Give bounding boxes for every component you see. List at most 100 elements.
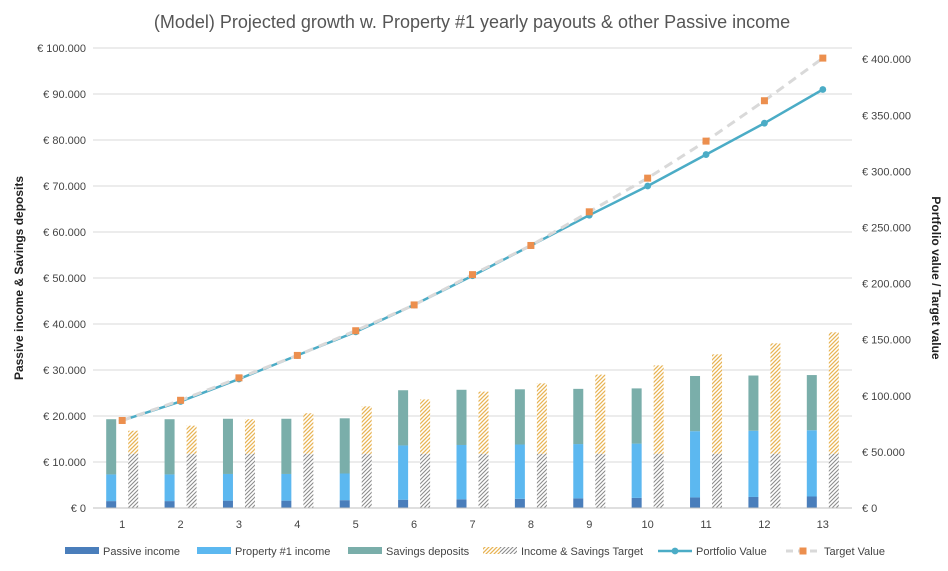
- savings-deposit-bar: [281, 418, 292, 474]
- lines-layer: [118, 54, 827, 424]
- savings-deposit-bar: [573, 388, 584, 445]
- savings-deposit-bar: [806, 375, 817, 431]
- x-tick-label: 11: [700, 519, 711, 531]
- target-base-bar: [128, 453, 139, 508]
- x-tick-label: 3: [236, 519, 242, 531]
- x-tick-label: 4: [294, 519, 300, 531]
- savings-deposit-bar: [456, 389, 467, 445]
- target-bar: [361, 406, 372, 454]
- passive-income-bar: [690, 497, 701, 508]
- property-income-bar: [631, 443, 642, 498]
- legend-portfolio-value: Portfolio Value: [658, 546, 767, 558]
- y-tick-label: € 80.000: [43, 135, 86, 147]
- property-income-bar: [806, 430, 817, 497]
- target-bar: [770, 343, 781, 454]
- target-bar: [128, 430, 139, 454]
- legend-label: Passive income: [103, 546, 180, 558]
- target-base-bar: [712, 453, 723, 508]
- savings-deposit-bar: [748, 375, 759, 431]
- target-value-point: [644, 174, 652, 182]
- legend-swatch: [348, 547, 382, 554]
- x-tick-label: 6: [411, 519, 417, 531]
- legend-swatch: [65, 547, 99, 554]
- property-income-bar: [281, 473, 292, 501]
- passive-income-bar: [806, 496, 817, 508]
- passive-income-bar: [339, 500, 350, 508]
- target-base-bar: [361, 453, 372, 508]
- target-bar: [303, 413, 314, 454]
- y-tick-label: € 70.000: [43, 181, 86, 193]
- portfolio-value-point: [702, 151, 710, 158]
- y-tick-label: € 20.000: [43, 411, 86, 423]
- target-bar: [828, 332, 839, 454]
- passive-income-bar: [573, 498, 584, 508]
- legend-label: Target Value: [824, 546, 885, 558]
- savings-deposit-bar: [222, 418, 233, 474]
- x-tick-label: 12: [758, 519, 770, 531]
- target-value-point: [469, 271, 476, 279]
- legend-label: Savings deposits: [386, 546, 470, 558]
- target-bar: [244, 419, 255, 454]
- target-value-point: [235, 374, 243, 382]
- legend-label: Portfolio Value: [696, 546, 767, 558]
- savings-deposit-bar: [106, 419, 117, 475]
- target-base-bar: [653, 453, 664, 508]
- target-bar: [420, 399, 431, 454]
- target-base-bar: [828, 453, 839, 508]
- target-base-bar: [186, 453, 197, 508]
- property-income-bar: [456, 444, 467, 500]
- y-tick-label: € 40.000: [43, 319, 86, 331]
- target-value-point: [177, 396, 185, 404]
- chart-title: (Model) Projected growth w. Property #1 …: [154, 12, 790, 32]
- y2-tick-label: € 50.000: [862, 447, 905, 459]
- target-bar: [536, 383, 547, 454]
- property-income-bar: [690, 431, 701, 498]
- legend-marker: [671, 547, 679, 555]
- passive-income-bar: [222, 500, 233, 508]
- y2-tick-label: € 100.000: [862, 391, 911, 403]
- y2-tick-label: € 0: [862, 503, 877, 515]
- x-tick-label: 5: [353, 519, 359, 531]
- y-tick-label: € 60.000: [43, 227, 86, 239]
- savings-deposit-bar: [398, 390, 409, 446]
- legend: Passive income Property #1 income Savings …: [65, 546, 885, 558]
- passive-income-bar: [164, 501, 175, 508]
- bars-layer: [106, 332, 839, 508]
- y2-tick-label: € 200.000: [862, 279, 911, 291]
- property-income-bar: [398, 445, 409, 500]
- legend-swatch: [197, 547, 231, 554]
- property-income-bar: [748, 430, 759, 497]
- target-value-point: [702, 137, 710, 145]
- savings-deposit-bar: [631, 388, 642, 444]
- property-income-bar: [573, 444, 584, 499]
- target-base-bar: [244, 453, 255, 508]
- y-tick-label: € 50.000: [43, 273, 86, 285]
- y-tick-label: € 0: [71, 503, 86, 515]
- x-tick-label: 10: [642, 519, 654, 531]
- property-income-bar: [339, 473, 350, 501]
- target-value-point: [760, 97, 768, 105]
- legend-savings-deposits: Savings deposits: [348, 546, 470, 558]
- passive-income-bar: [106, 501, 117, 508]
- y-tick-label: € 100.000: [37, 43, 86, 55]
- target-value-point: [352, 327, 360, 335]
- target-base-bar: [770, 453, 781, 508]
- y2-tick-label: € 400.000: [862, 54, 911, 66]
- property-income-bar: [222, 473, 233, 501]
- legend-passive-income: Passive income: [65, 546, 180, 558]
- y2-tick-label: € 350.000: [862, 110, 911, 122]
- target-bar: [478, 391, 489, 454]
- legend-target-value: Target Value: [786, 546, 885, 558]
- legend-label: Income & Savings Target: [521, 546, 643, 558]
- axes-layer: € 0 € 10.000 € 20.000 € 30.000 € 40.000 € 50.…: [37, 43, 911, 531]
- target-base-bar: [478, 453, 489, 508]
- y-axis-title: Passive income & Savings deposits: [12, 176, 26, 380]
- y2-tick-label: € 300.000: [862, 166, 911, 178]
- property-income-bar: [514, 444, 525, 499]
- y2-tick-label: € 250.000: [862, 223, 911, 235]
- y-tick-label: € 90.000: [43, 89, 86, 101]
- y-tick-label: € 30.000: [43, 365, 86, 377]
- portfolio-value-point: [761, 119, 768, 127]
